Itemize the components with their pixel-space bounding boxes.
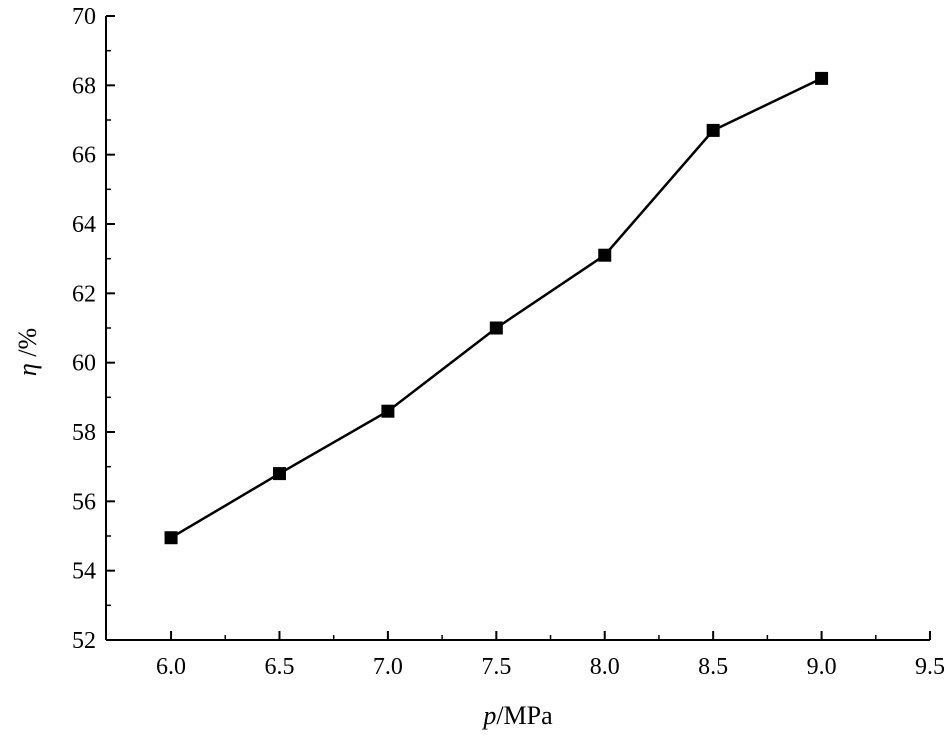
- x-axis-variable: p: [481, 701, 496, 730]
- y-tick-label: 56: [72, 489, 96, 515]
- x-axis-ticks: 6.0 6.5 7.0 7.5 8.0 8.5 9.0 9.5: [156, 631, 945, 680]
- y-tick-label: 62: [72, 281, 96, 307]
- x-tick-label: 7.5: [481, 654, 511, 680]
- y-tick-label: 54: [72, 559, 96, 585]
- x-tick-label: 6.0: [156, 654, 186, 680]
- data-point-marker: [164, 531, 178, 545]
- x-axis-unit: /MPa: [496, 701, 553, 730]
- y-tick-label: 58: [72, 420, 96, 446]
- x-tick-label: 8.5: [698, 654, 728, 680]
- data-point-marker: [381, 404, 395, 418]
- y-tick-label: 66: [72, 143, 96, 169]
- x-tick-label: 9.0: [807, 654, 837, 680]
- data-point-marker: [598, 248, 612, 262]
- y-tick-label: 68: [72, 73, 96, 99]
- x-tick-label: 6.5: [264, 654, 294, 680]
- x-tick-label: 9.5: [915, 654, 945, 680]
- data-point-marker: [272, 467, 286, 481]
- y-axis-variable: η: [13, 363, 42, 376]
- y-axis-unit: /%: [13, 328, 42, 363]
- x-axis-label: p/MPa: [481, 701, 553, 730]
- y-axis-label: η /%: [13, 328, 42, 376]
- axes: [105, 16, 930, 641]
- data-point-marker: [706, 123, 720, 137]
- series-group: [164, 71, 829, 545]
- series-line: [170, 77, 823, 539]
- y-tick-label: 64: [72, 212, 96, 238]
- y-tick-label: 70: [72, 4, 96, 30]
- x-tick-label: 8.0: [590, 654, 620, 680]
- data-point-marker: [815, 71, 829, 85]
- y-tick-label: 52: [72, 628, 96, 654]
- y-axis-ticks: 52 54 56 58 60 62 64 66 68 70: [72, 4, 115, 654]
- x-tick-label: 7.0: [373, 654, 403, 680]
- y-tick-label: 60: [72, 351, 96, 377]
- data-point-marker: [489, 321, 503, 335]
